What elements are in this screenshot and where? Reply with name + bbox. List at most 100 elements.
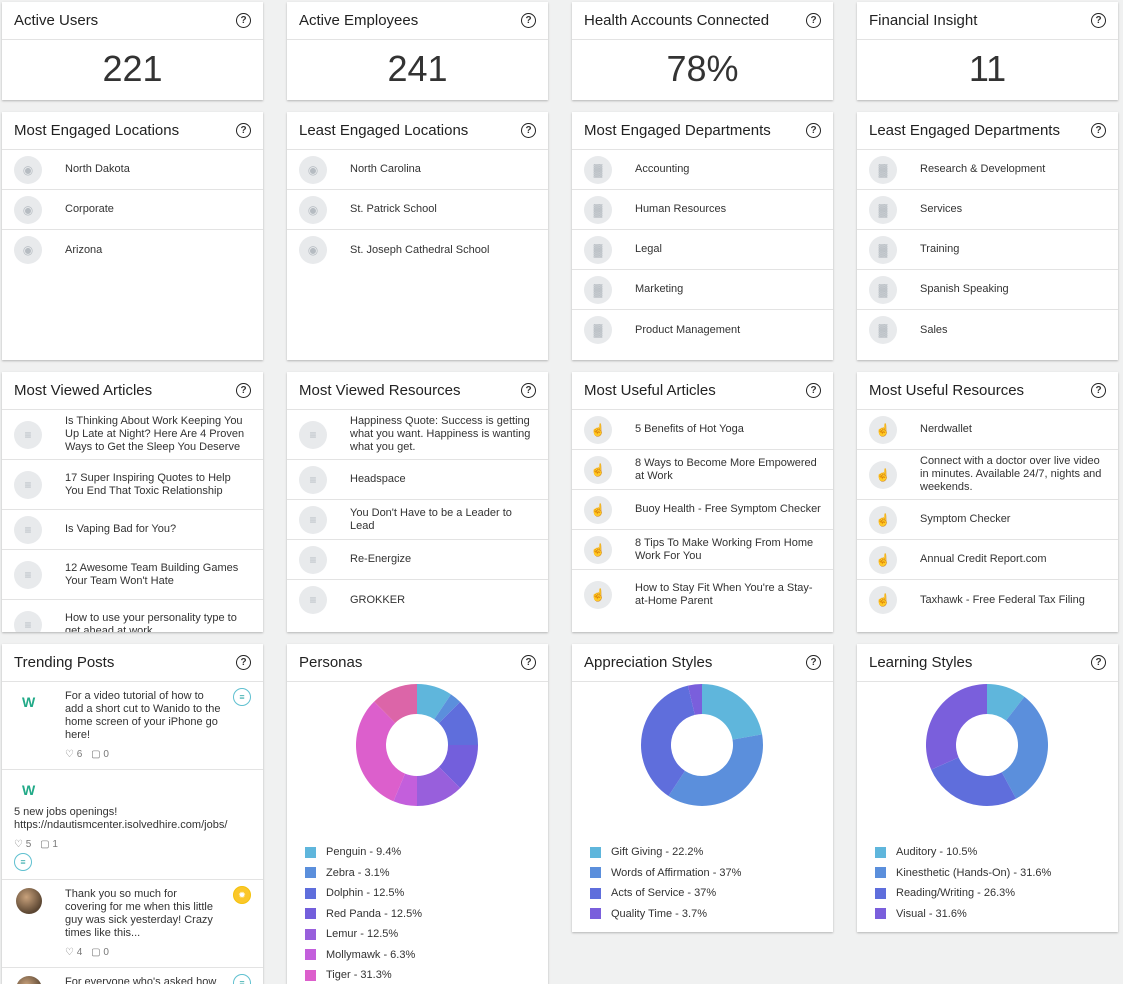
list-item[interactable]: ☝ Annual Credit Report.com bbox=[857, 540, 1118, 580]
list-item[interactable]: ▓ Sales bbox=[857, 310, 1118, 350]
legend-item[interactable]: Kinesthetic (Hands-On) - 31.6% bbox=[875, 863, 1100, 884]
help-icon[interactable]: ? bbox=[521, 13, 536, 28]
help-icon[interactable]: ? bbox=[236, 383, 251, 398]
help-icon[interactable]: ? bbox=[806, 123, 821, 138]
legend-item[interactable]: Red Panda - 12.5% bbox=[305, 904, 530, 925]
list-item[interactable]: ▓ Legal bbox=[572, 230, 833, 270]
list-item[interactable]: ☝ Symptom Checker bbox=[857, 500, 1118, 540]
list-item[interactable]: ▓ Services bbox=[857, 190, 1118, 230]
list-item[interactable]: ▓ Marketing bbox=[572, 270, 833, 310]
donut-slice-mollymawk[interactable] bbox=[393, 773, 417, 806]
help-icon[interactable]: ? bbox=[806, 13, 821, 28]
comment-icon[interactable]: ▢ bbox=[88, 749, 104, 760]
donut-chart bbox=[926, 684, 1048, 806]
donut-slice-lemur[interactable] bbox=[417, 766, 461, 806]
donut-slice-gift-giving[interactable] bbox=[702, 684, 763, 740]
post-item[interactable]: For everyone who's asked how my baking c… bbox=[2, 968, 263, 984]
legend-item[interactable]: Zebra - 3.1% bbox=[305, 863, 530, 884]
list-item[interactable]: ▓ Accounting bbox=[572, 150, 833, 190]
help-icon[interactable]: ? bbox=[236, 655, 251, 670]
donut-slice-zebra[interactable] bbox=[434, 694, 461, 724]
donut-slice[interactable] bbox=[374, 684, 417, 723]
help-icon[interactable]: ? bbox=[521, 655, 536, 670]
list-item[interactable]: ☝ Nerdwallet bbox=[857, 410, 1118, 450]
like-icon[interactable]: ♡ bbox=[65, 947, 77, 958]
list-item[interactable]: ▓ Human Resources bbox=[572, 190, 833, 230]
list-item[interactable]: ≡ Is Thinking About Work Keeping You Up L… bbox=[2, 410, 263, 460]
legend-item[interactable]: Mollymawk - 6.3% bbox=[305, 945, 530, 966]
list-item[interactable]: ≡ 17 Super Inspiring Quotes to Help You E… bbox=[2, 460, 263, 510]
list-item[interactable]: ◉ St. Patrick School bbox=[287, 190, 548, 230]
post-item[interactable]: W For a video tutorial of how to add a sh… bbox=[2, 682, 263, 770]
legend-item[interactable]: Lemur - 12.5% bbox=[305, 924, 530, 945]
list-item[interactable]: ▓ Product Management bbox=[572, 310, 833, 350]
help-icon[interactable]: ? bbox=[1091, 655, 1106, 670]
list-item[interactable]: ☝ 5 Benefits of Hot Yoga bbox=[572, 410, 833, 450]
list-item[interactable]: ≡ You Don't Have to be a Leader to Lead bbox=[287, 500, 548, 540]
legend-item[interactable]: Acts of Service - 37% bbox=[590, 883, 815, 904]
legend-item[interactable]: Visual - 31.6% bbox=[875, 904, 1100, 925]
list-item[interactable]: ☝ Connect with a doctor over live video i… bbox=[857, 450, 1118, 500]
user-avatar[interactable] bbox=[16, 888, 42, 914]
donut-slice-dolphin[interactable] bbox=[438, 701, 478, 745]
comment-icon[interactable]: ▢ bbox=[37, 839, 53, 850]
donut-slice-visual[interactable] bbox=[926, 684, 987, 770]
comment-icon[interactable]: ▢ bbox=[88, 947, 104, 958]
list-item[interactable]: ◉ St. Joseph Cathedral School bbox=[287, 230, 548, 270]
list-item[interactable]: ≡ Happiness Quote: Success is getting wha… bbox=[287, 410, 548, 460]
card-header: Most Viewed Resources? bbox=[287, 372, 548, 410]
list-item[interactable]: ≡ GROKKER bbox=[287, 580, 548, 620]
donut-slice-penguin[interactable] bbox=[417, 684, 451, 720]
list-item[interactable]: ☝ How to Stay Fit When You're a Stay-at-H… bbox=[572, 570, 833, 620]
like-count: 6 bbox=[76, 749, 83, 760]
donut-slice-kinesthetic-hands-on-[interactable] bbox=[1001, 696, 1048, 799]
help-icon[interactable]: ? bbox=[806, 655, 821, 670]
donut-slice-quality-time[interactable] bbox=[687, 684, 702, 715]
like-count: 4 bbox=[76, 947, 83, 958]
list-item[interactable]: ▓ Spanish Speaking bbox=[857, 270, 1118, 310]
list-item[interactable]: ▓ Research & Development bbox=[857, 150, 1118, 190]
list-item[interactable]: ☝ Buoy Health - Free Symptom Checker bbox=[572, 490, 833, 530]
help-icon[interactable]: ? bbox=[521, 123, 536, 138]
legend-label: Kinesthetic (Hands-On) - 31.6% bbox=[896, 866, 1052, 879]
legend-item[interactable]: Reading/Writing - 26.3% bbox=[875, 883, 1100, 904]
help-icon[interactable]: ? bbox=[521, 383, 536, 398]
legend-item[interactable]: Tiger - 31.3% bbox=[305, 965, 530, 984]
donut-slice-red-panda[interactable] bbox=[438, 745, 478, 789]
list-item[interactable]: ☝ Taxhawk - Free Federal Tax Filing bbox=[857, 580, 1118, 620]
legend-item[interactable]: Auditory - 10.5% bbox=[875, 842, 1100, 863]
donut-slice-words-of-affirmation[interactable] bbox=[668, 734, 763, 806]
help-icon[interactable]: ? bbox=[1091, 123, 1106, 138]
like-icon[interactable]: ♡ bbox=[65, 749, 77, 760]
legend-item[interactable]: Quality Time - 3.7% bbox=[590, 904, 815, 925]
list-item[interactable]: ☝ 8 Ways to Become More Empowered at Work bbox=[572, 450, 833, 490]
donut-slice-auditory[interactable] bbox=[987, 684, 1025, 721]
help-icon[interactable]: ? bbox=[236, 13, 251, 28]
legend-item[interactable]: Dolphin - 12.5% bbox=[305, 883, 530, 904]
legend-item[interactable]: Words of Affirmation - 37% bbox=[590, 863, 815, 884]
list-item[interactable]: ▓ Training bbox=[857, 230, 1118, 270]
post-item[interactable]: W 5 new jobs openings! https://ndautismce… bbox=[2, 770, 263, 880]
help-icon[interactable]: ? bbox=[806, 383, 821, 398]
list-item[interactable]: ≡ Is Vaping Bad for You? bbox=[2, 510, 263, 550]
donut-slice-acts-of-service[interactable] bbox=[641, 685, 695, 796]
help-icon[interactable]: ? bbox=[236, 123, 251, 138]
list-item[interactable]: ◉ North Dakota bbox=[2, 150, 263, 190]
list-item[interactable]: ◉ Arizona bbox=[2, 230, 263, 270]
list-item[interactable]: ◉ Corporate bbox=[2, 190, 263, 230]
help-icon[interactable]: ? bbox=[1091, 13, 1106, 28]
list-item[interactable]: ≡ Re-Energize bbox=[287, 540, 548, 580]
user-avatar[interactable] bbox=[16, 976, 42, 984]
help-icon[interactable]: ? bbox=[1091, 383, 1106, 398]
donut-slice-reading-writing[interactable] bbox=[931, 757, 1017, 806]
list-item[interactable]: ≡ Headspace bbox=[287, 460, 548, 500]
legend-item[interactable]: Gift Giving - 22.2% bbox=[590, 842, 815, 863]
list-item[interactable]: ◉ North Carolina bbox=[287, 150, 548, 190]
like-icon[interactable]: ♡ bbox=[14, 839, 26, 850]
list-item[interactable]: ≡ How to use your personality type to get… bbox=[2, 600, 263, 632]
list-item[interactable]: ≡ 12 Awesome Team Building Games Your Tea… bbox=[2, 550, 263, 600]
list-item[interactable]: ☝ 8 Tips To Make Working From Home Work F… bbox=[572, 530, 833, 570]
legend-item[interactable]: Penguin - 9.4% bbox=[305, 842, 530, 863]
donut-slice-tiger[interactable] bbox=[356, 701, 406, 802]
post-item[interactable]: Thank you so much for covering for me wh… bbox=[2, 880, 263, 968]
